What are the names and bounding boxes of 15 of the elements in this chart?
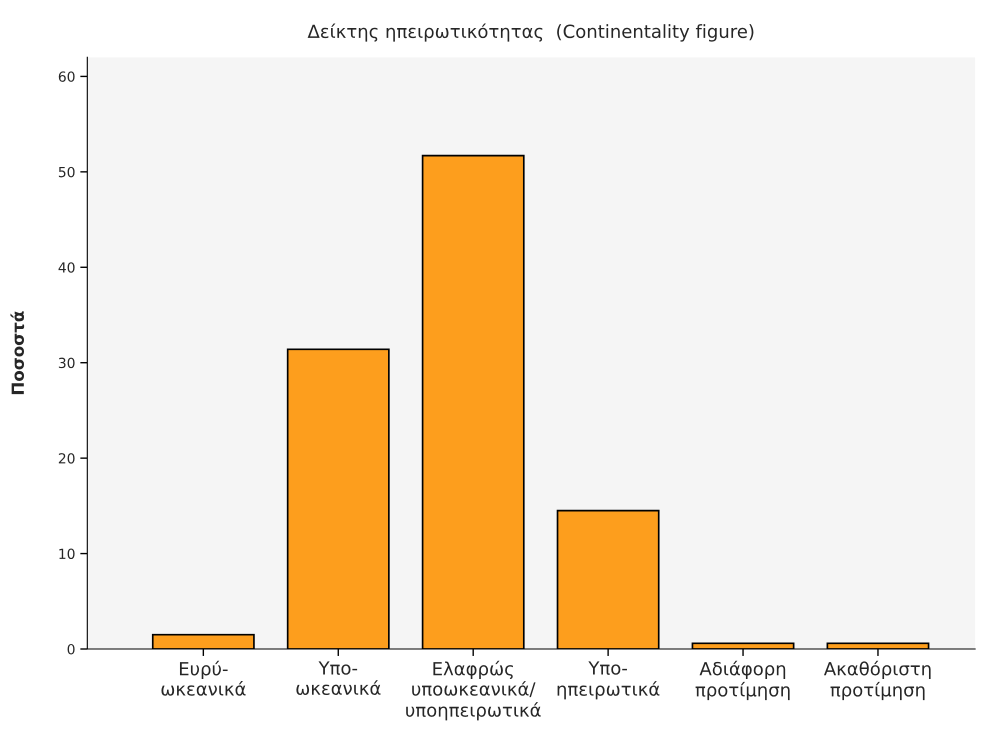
y-tick-label: 20 (58, 453, 75, 464)
y-tick-label: 10 (59, 548, 75, 560)
x-tick-label: Ακαθόριστη προτίμηση (824, 660, 931, 700)
chart-title: Δείκτης ηπειρωτικότητας (Continentality figure) (308, 23, 754, 42)
x-tick-label: Ευρύ- ωκεανικά (161, 660, 246, 696)
x-tick-label: Υπο- ωκεανικά (296, 661, 380, 696)
y-tick-label: 30 (58, 358, 75, 368)
y-axis-title: Ποσοστά (10, 311, 24, 394)
y-tick-label: 50 (58, 166, 75, 178)
y-tick-label: 40 (58, 262, 75, 273)
y-tick-label: 0 (68, 644, 75, 654)
x-tick-label: Υπο- ηπειρωτικά (558, 661, 660, 700)
y-tick-label: 60 (58, 71, 75, 82)
x-tick-label: Ελαφρώς υποωκεανικά/ υποηπειρωτικά (406, 660, 541, 720)
x-tick-label: Αδιάφορη προτίμηση (696, 660, 790, 700)
